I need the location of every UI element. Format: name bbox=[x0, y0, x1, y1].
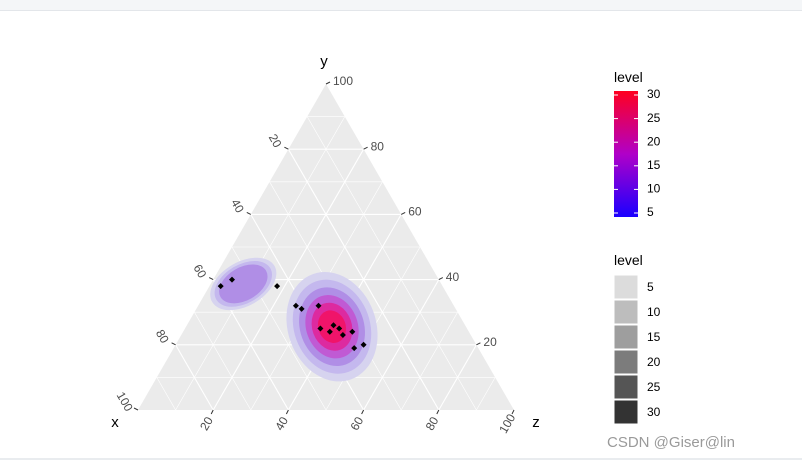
data-point bbox=[274, 283, 281, 290]
data-point bbox=[339, 332, 346, 338]
axis-ticks: 20 40 60 80 100 20 40 60 80 100 20 40 60 80 100 bbox=[114, 74, 519, 436]
grid-line-x-70 bbox=[194, 312, 252, 411]
colorbar-tick-label: 5 bbox=[647, 205, 654, 219]
colorbar-tick-label: 25 bbox=[647, 111, 661, 125]
data-point bbox=[292, 302, 299, 309]
y-tick-label: 40 bbox=[446, 270, 460, 284]
grid-line-z-70 bbox=[400, 312, 458, 411]
axis-title-x: x bbox=[111, 414, 119, 431]
x-tick-label: 60 bbox=[191, 262, 210, 281]
x-tick-mark bbox=[284, 146, 289, 150]
x-tick-label: 100 bbox=[114, 389, 136, 414]
data-point bbox=[351, 345, 358, 352]
x-tick-mark bbox=[246, 211, 252, 215]
x-tick-mark bbox=[171, 342, 176, 346]
legend-fill: level 5 10 15 20 25 30 bbox=[614, 69, 661, 219]
density-level-1-3 bbox=[219, 264, 268, 304]
grid-line-x-10 bbox=[306, 116, 477, 411]
z-tick-label: 80 bbox=[423, 414, 442, 433]
z-tick-label: 100 bbox=[496, 411, 518, 436]
data-point bbox=[229, 276, 235, 283]
legend-key bbox=[613, 324, 639, 350]
legend-key-label: 5 bbox=[647, 280, 654, 294]
z-tick-label: 60 bbox=[347, 414, 366, 433]
y-tick-label: 100 bbox=[333, 74, 353, 88]
z-tick-mark bbox=[285, 409, 289, 415]
bottom-divider bbox=[0, 458, 802, 460]
x-tick-mark bbox=[133, 407, 139, 411]
data-point bbox=[315, 302, 322, 309]
axis-title-z: z bbox=[532, 414, 540, 431]
colorbar-tick-label: 30 bbox=[647, 87, 661, 101]
legend-key bbox=[613, 374, 639, 400]
window-top-bar bbox=[0, 0, 802, 11]
grid-line-z-60 bbox=[363, 279, 440, 411]
legend-key bbox=[613, 399, 639, 425]
grid-line-x-90 bbox=[156, 377, 176, 411]
x-tick-label: 40 bbox=[228, 197, 247, 216]
legend-colorbar bbox=[614, 91, 638, 217]
data-points bbox=[217, 276, 367, 352]
legend-key-label: 15 bbox=[647, 330, 661, 344]
z-tick-label: 40 bbox=[272, 414, 291, 433]
y-tick-mark bbox=[400, 211, 406, 215]
data-point bbox=[349, 328, 356, 335]
z-tick-mark bbox=[210, 409, 214, 415]
legend-key bbox=[613, 274, 639, 300]
legend-key-label: 30 bbox=[647, 405, 661, 419]
y-tick-mark bbox=[325, 81, 331, 85]
z-tick-mark bbox=[436, 409, 440, 415]
axis-title-y: y bbox=[320, 53, 328, 70]
grid-line-z-80 bbox=[438, 344, 477, 411]
data-point bbox=[217, 283, 224, 290]
data-point bbox=[326, 328, 333, 335]
watermark-text: CSDN @Giser@lin bbox=[607, 434, 735, 451]
x-tick-label: 20 bbox=[266, 132, 285, 151]
data-point bbox=[317, 325, 324, 332]
x-tick-label: 80 bbox=[153, 327, 172, 346]
y-tick-label: 60 bbox=[408, 205, 422, 219]
colorbar-tick-label: 10 bbox=[647, 182, 661, 196]
z-tick-mark bbox=[511, 409, 515, 415]
y-tick-mark bbox=[363, 146, 368, 150]
grid-line-z-90 bbox=[476, 377, 496, 411]
legend-key bbox=[613, 349, 639, 375]
data-point bbox=[360, 341, 367, 348]
legend-key-label: 10 bbox=[647, 305, 661, 319]
data-point bbox=[298, 305, 305, 312]
legend-key bbox=[613, 299, 639, 325]
grid-line-x-80 bbox=[175, 344, 214, 411]
data-point bbox=[330, 322, 337, 329]
colorbar-tick-label: 15 bbox=[647, 158, 661, 172]
data-point bbox=[336, 325, 343, 332]
y-tick-mark bbox=[476, 342, 481, 346]
legend-key-label: 25 bbox=[647, 380, 661, 394]
legend-alpha: level 5 10 15 20 25 30 bbox=[613, 252, 661, 425]
y-tick-label: 80 bbox=[371, 139, 385, 153]
legend-alpha-title: level bbox=[614, 252, 643, 268]
x-tick-mark bbox=[208, 277, 214, 281]
y-tick-label: 20 bbox=[483, 335, 497, 349]
colorbar-tick-label: 20 bbox=[647, 134, 661, 148]
y-tick-mark bbox=[438, 277, 444, 281]
z-tick-label: 20 bbox=[197, 414, 216, 433]
legend-key-label: 20 bbox=[647, 355, 661, 369]
z-tick-mark bbox=[361, 409, 365, 415]
legend-fill-title: level bbox=[614, 69, 643, 85]
